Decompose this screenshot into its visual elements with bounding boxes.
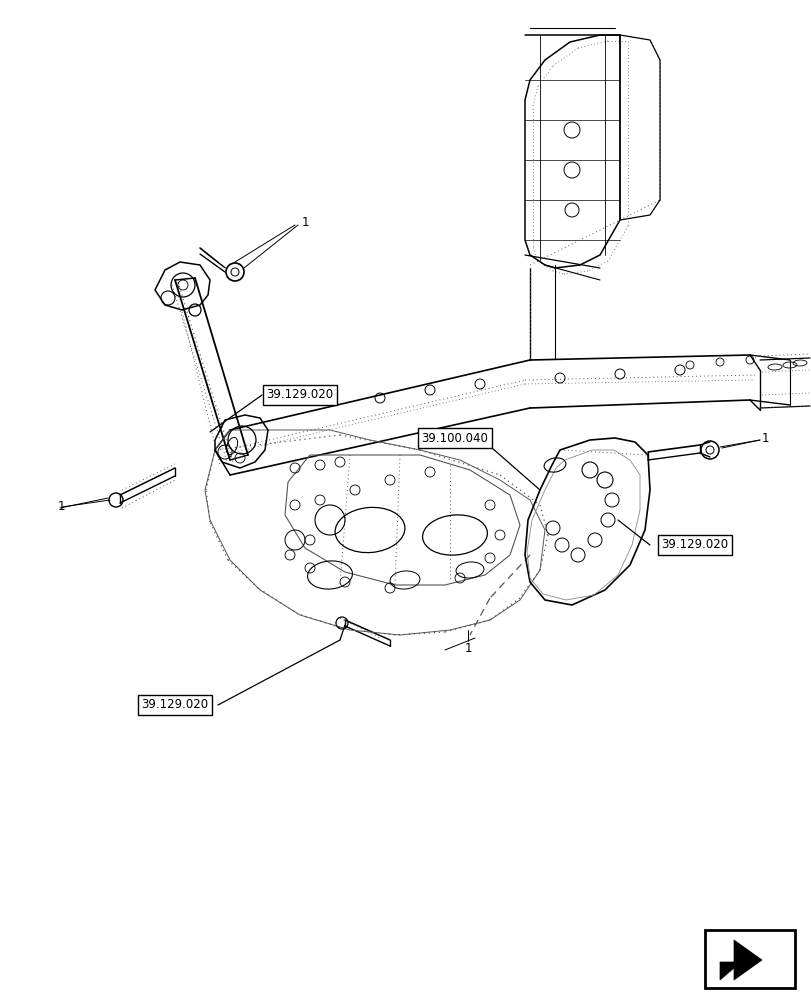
- FancyBboxPatch shape: [704, 930, 794, 988]
- Text: 1: 1: [464, 642, 471, 654]
- Polygon shape: [719, 940, 761, 980]
- Text: 39.129.020: 39.129.020: [141, 698, 208, 712]
- Text: 1: 1: [302, 216, 309, 229]
- Text: 1: 1: [58, 500, 66, 514]
- Text: 39.100.040: 39.100.040: [421, 432, 488, 444]
- Text: 39.129.020: 39.129.020: [661, 538, 727, 552]
- Text: 39.129.020: 39.129.020: [266, 388, 333, 401]
- Text: 1: 1: [761, 432, 769, 444]
